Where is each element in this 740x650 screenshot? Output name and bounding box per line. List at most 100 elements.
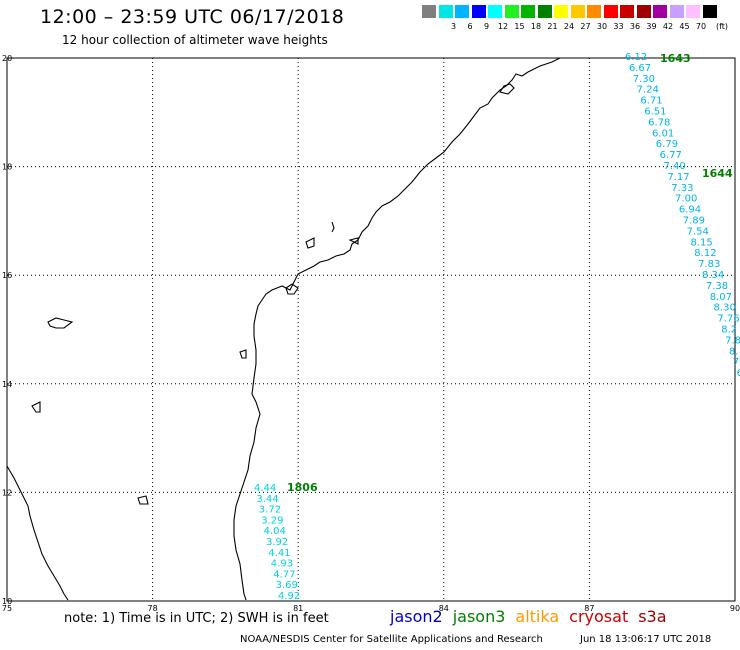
- wave-height-value: 6: [737, 368, 740, 379]
- scale-swatch: [554, 5, 568, 18]
- wave-height-value: 4.04: [264, 526, 286, 537]
- scale-swatch: [422, 5, 436, 18]
- godavari-delta: [285, 283, 299, 295]
- scale-swatch: [702, 5, 717, 18]
- inland-lake-3: [31, 401, 41, 413]
- wave-height-value: 7.17: [667, 172, 689, 183]
- wave-height-value: 8.34: [702, 270, 724, 281]
- lon-tick-label: 78: [148, 604, 158, 613]
- scale-swatch: [636, 5, 651, 18]
- lon-tick-label: 75: [2, 604, 12, 613]
- scale-swatch: [488, 5, 502, 18]
- satellite-legend-item: jason3: [452, 607, 506, 626]
- track-time-label: 1806: [287, 481, 318, 494]
- wave-height-value: 7.38: [706, 281, 728, 292]
- islet-1: [331, 221, 335, 233]
- wave-height-value: 3.29: [261, 515, 283, 526]
- lon-tick-label: 81: [293, 604, 303, 613]
- wave-height-value: 7.40: [664, 161, 686, 172]
- wave-height-value: 4.44: [254, 483, 276, 494]
- scale-unit: (ft): [715, 22, 729, 31]
- map-tick-labels: 75 78 81 84 87 90 20 18 16 14 12 10: [2, 54, 740, 613]
- scale-swatch: [537, 5, 552, 18]
- mahanadi-delta: [499, 83, 515, 95]
- footer-credit: NOAA/NESDIS Center for Satellite Applica…: [240, 634, 543, 645]
- lat-tick-label: 12: [2, 488, 12, 497]
- scale-swatch: [686, 5, 700, 18]
- footer-note: note: 1) Time is in UTC; 2) SWH is in fe…: [64, 611, 329, 626]
- satellite-legend-item: jason2: [390, 607, 443, 626]
- wave-height-value: 8.15: [690, 237, 712, 248]
- scale-label: 39: [646, 22, 657, 31]
- scale-label: 70: [695, 22, 707, 31]
- lat-tick-label: 16: [2, 271, 12, 280]
- wave-height-value: 3.72: [259, 505, 281, 516]
- scale-swatch: [620, 5, 634, 18]
- wave-height-value: 6.67: [629, 63, 651, 74]
- scale-label: 6: [467, 22, 473, 31]
- scale-label: 15: [514, 22, 525, 31]
- scale-label: 30: [596, 22, 608, 31]
- lat-tick-label: 20: [2, 54, 12, 63]
- scale-swatch: [521, 5, 535, 18]
- wave-height-value: 4.93: [271, 559, 293, 570]
- wave-height-value: 6.78: [648, 117, 670, 128]
- scale-swatch: [587, 5, 601, 18]
- track-1643: 1643 6.126.677.307.246.716.516.786.016.7…: [625, 52, 740, 379]
- footer-timestamp: Jun 18 13:06:17 UTC 2018: [580, 634, 712, 645]
- islet-2: [305, 237, 315, 249]
- wave-height-value: 4.41: [268, 548, 290, 559]
- coastline-east-india: [233, 57, 561, 601]
- wave-height-value: 7.24: [637, 85, 659, 96]
- scale-label: 45: [679, 22, 690, 31]
- wave-height-value: 8.: [729, 346, 739, 357]
- satellite-legend-item: s3a: [638, 607, 667, 626]
- wave-height-value: 6.79: [656, 139, 678, 150]
- scale-swatch: [570, 5, 585, 18]
- lat-tick-label: 10: [2, 597, 12, 606]
- wave-height-value: 6.71: [640, 96, 662, 107]
- wave-height-value: 6.51: [644, 107, 666, 118]
- wave-height-value: 7.54: [687, 226, 709, 237]
- islet-3: [348, 237, 359, 245]
- wave-height-value: 8.2: [721, 325, 737, 336]
- scale-swatch: [504, 5, 519, 18]
- track-time-label: 1643: [660, 52, 691, 65]
- wave-height-value: 3.69: [276, 580, 298, 591]
- lon-tick-label: 87: [584, 604, 594, 613]
- wave-height-value: 6.77: [660, 150, 682, 161]
- map-grid: [7, 58, 735, 601]
- satellite-legend-item: altika: [515, 607, 560, 626]
- lon-tick-label: 90: [730, 604, 740, 613]
- wave-height-value: 8.30: [714, 303, 736, 314]
- wave-height-value: 6.01: [652, 128, 674, 139]
- wave-height-value: 7.: [733, 357, 740, 368]
- scale-label: 36: [629, 22, 641, 31]
- wave-height-value: 7.30: [633, 74, 655, 85]
- map-frame: [6, 57, 736, 602]
- track-1644: 1644: [702, 167, 733, 180]
- wave-height-value: 7.8: [725, 335, 740, 346]
- wave-height-value: 3.92: [266, 537, 288, 548]
- scale-label: 27: [580, 22, 591, 31]
- lat-tick-label: 14: [2, 380, 12, 389]
- scale-label: 3: [450, 22, 457, 31]
- scale-swatch: [653, 5, 667, 18]
- map-title: 12:00 – 23:59 UTC 06/17/2018: [40, 6, 345, 28]
- scale-swatch: [438, 5, 453, 18]
- wave-height-value: 6.12: [625, 52, 647, 63]
- wave-height-value: 7.83: [698, 259, 720, 270]
- scale-label: 33: [613, 22, 624, 31]
- satellite-legend: jason2 jason3 altika cryosat s3a: [390, 607, 677, 626]
- inland-lake-1: [47, 317, 74, 329]
- inland-lake-2: [239, 349, 247, 359]
- scale-label: 18: [530, 22, 542, 31]
- wave-height-value: 4.77: [273, 569, 295, 580]
- map-subtitle: 12 hour collection of altimeter wave hei…: [62, 33, 328, 47]
- wave-height-value: 8.12: [694, 248, 716, 259]
- wave-height-value: 6.94: [679, 205, 701, 216]
- track-time-label: 1644: [702, 167, 733, 180]
- scale-swatch: [471, 5, 486, 18]
- wave-height-value: 4.92: [278, 591, 300, 602]
